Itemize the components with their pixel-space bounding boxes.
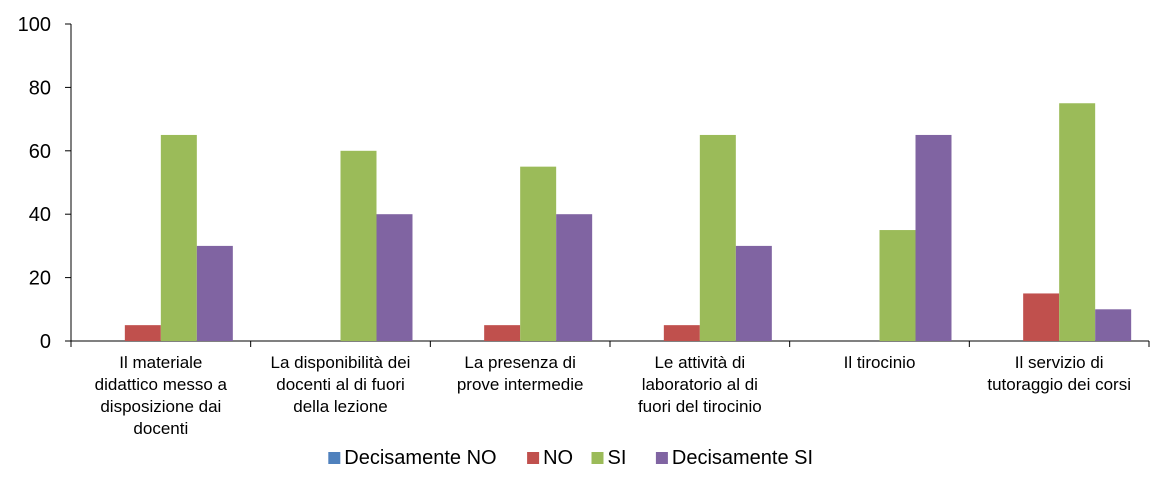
x-axis <box>70 340 1150 347</box>
legend-item: Decisamente NO <box>328 447 497 469</box>
legend-swatch <box>655 452 668 464</box>
y-tick-label: 100 <box>18 14 51 36</box>
x-tick-label-line: Le attività di <box>654 353 745 372</box>
x-tick-label: La presenza di prove intermedie <box>457 353 584 394</box>
x-tick-label-line: docenti al di fuori <box>276 375 405 394</box>
x-tick-label-line: didattico messo a <box>95 375 228 394</box>
y-tick-label: 0 <box>40 331 51 353</box>
x-tick-label-line: Il materiale <box>119 353 202 372</box>
bar <box>196 245 233 341</box>
legend-item: SI <box>591 447 627 469</box>
x-tick-label-line: tutoraggio dei corsi <box>987 375 1131 394</box>
legend-label: Decisamente SI <box>672 447 813 469</box>
y-tick-label: 40 <box>29 204 51 226</box>
bar <box>1059 103 1096 341</box>
bar <box>663 325 700 341</box>
x-tick-label-line: La presenza di <box>464 353 576 372</box>
legend: Decisamente NO NO SI Decisamente SI <box>328 447 813 469</box>
bar <box>915 134 952 341</box>
bars <box>124 103 1132 341</box>
bar <box>484 325 521 341</box>
x-tick-label-line: Il servizio di <box>1015 353 1104 372</box>
legend-swatch <box>591 452 604 464</box>
legend-swatch <box>527 452 540 464</box>
x-tick-label-line: prove intermedie <box>457 375 584 394</box>
bar <box>340 150 377 341</box>
legend-swatch <box>328 452 341 464</box>
bar <box>376 214 413 341</box>
x-tick-label: Il tirocinio <box>844 353 916 372</box>
bar <box>1023 293 1060 341</box>
legend-label: Decisamente NO <box>344 447 496 469</box>
bar <box>879 230 916 341</box>
bar <box>520 166 557 341</box>
legend-item: NO <box>527 447 573 469</box>
y-axis: 0 20 40 60 80 100 <box>18 14 72 353</box>
legend-label: NO <box>543 447 573 469</box>
bar <box>1095 309 1132 341</box>
x-tick-label: Il materiale didattico messo a disposizion… <box>95 353 228 438</box>
y-tick-label: 60 <box>29 141 51 163</box>
y-tick-label: 20 <box>29 268 51 290</box>
x-tick-label-line: fuori del tirocinio <box>638 397 762 416</box>
x-tick-label-line: La disponibilità dei <box>271 353 411 372</box>
category-labels: Il materiale didattico messo a disposizion… <box>95 353 1131 438</box>
bar <box>735 245 772 341</box>
x-tick-label-line: Il tirocinio <box>844 353 916 372</box>
x-tick-label-line: docenti <box>133 419 188 438</box>
x-tick-label: Il servizio di tutoraggio dei corsi <box>987 353 1131 394</box>
legend-item: Decisamente SI <box>655 447 813 469</box>
x-tick-label: La disponibilità dei docenti al di fuori d… <box>271 353 411 416</box>
bar <box>160 134 197 341</box>
bar <box>124 325 161 341</box>
x-tick-label: Le attività di laboratorio al di fuori del… <box>638 353 762 416</box>
y-tick-label: 80 <box>29 77 51 99</box>
x-tick-label-line: disposizione dai <box>100 397 221 416</box>
bar <box>699 134 736 341</box>
bar <box>556 214 593 341</box>
x-tick-label-line: laboratorio al di <box>642 375 758 394</box>
legend-label: SI <box>608 447 627 469</box>
x-tick-label-line: della lezione <box>293 397 388 416</box>
